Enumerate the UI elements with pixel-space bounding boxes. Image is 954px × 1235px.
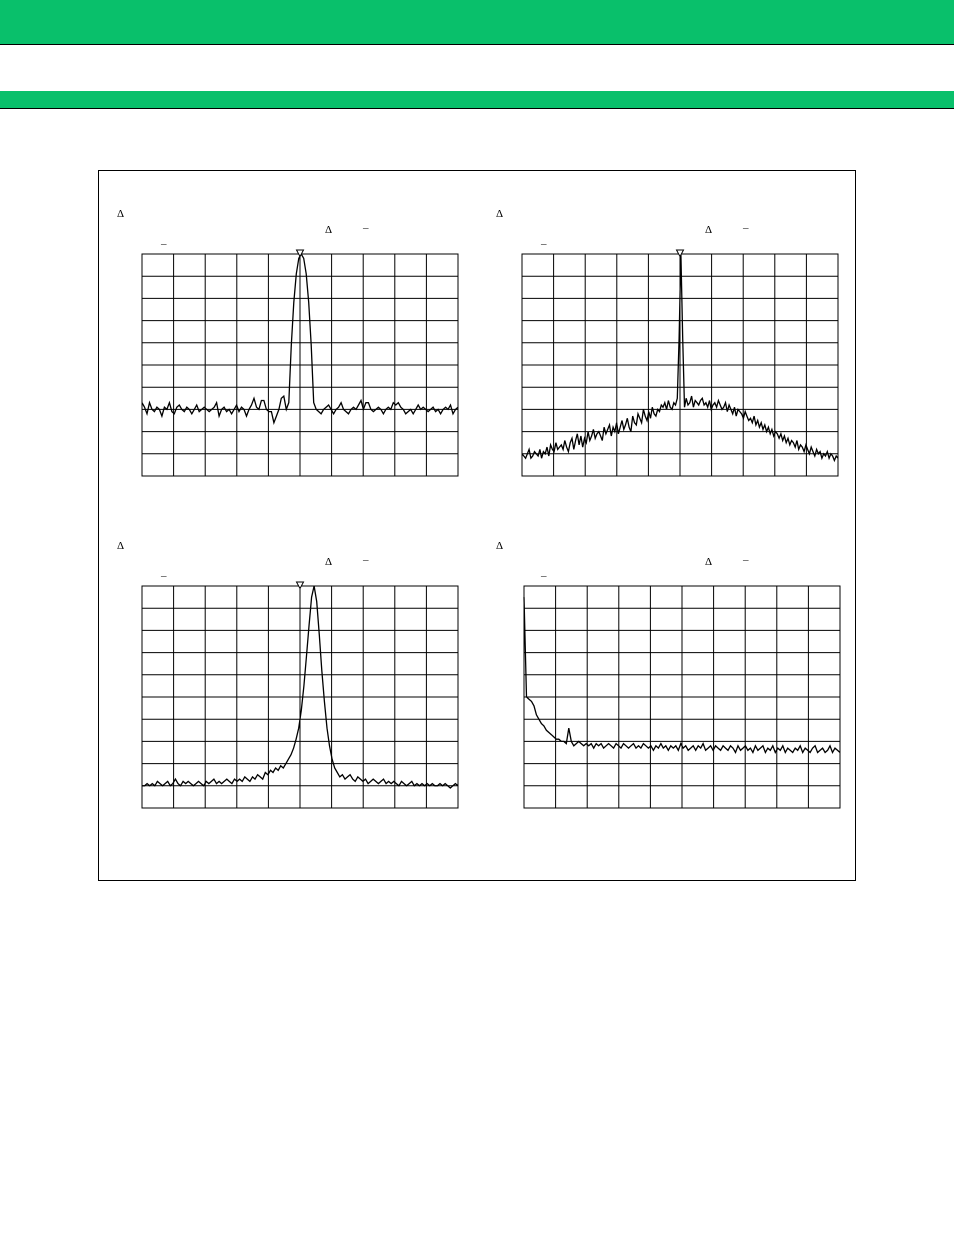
delta-label: Δ bbox=[496, 208, 504, 220]
figure-frame: Δ Δ – – Δ Δ – – Δ Δ – – Δ Δ – – bbox=[98, 170, 856, 881]
delta-marker-label: Δ bbox=[325, 224, 333, 236]
delta-marker-label: Δ bbox=[705, 556, 713, 568]
delta-marker-label: Δ bbox=[705, 224, 713, 236]
marker-triangle-icon bbox=[675, 249, 685, 258]
spectrum-trace bbox=[521, 253, 839, 463]
dash-ref-label: – bbox=[541, 570, 547, 582]
dash-marker-label: – bbox=[363, 222, 369, 234]
marker-triangle-icon bbox=[295, 581, 305, 590]
spectrum-plot-3 bbox=[523, 585, 841, 809]
marker-triangle-icon bbox=[295, 249, 305, 258]
header-color-band bbox=[0, 0, 954, 44]
delta-label: Δ bbox=[496, 540, 504, 552]
dash-marker-label: – bbox=[743, 554, 749, 566]
section-color-band bbox=[0, 91, 954, 108]
delta-marker-label: Δ bbox=[325, 556, 333, 568]
dash-marker-label: – bbox=[363, 554, 369, 566]
section-rule bbox=[0, 108, 954, 109]
dash-ref-label: – bbox=[541, 238, 547, 250]
delta-label: Δ bbox=[117, 208, 125, 220]
spectrum-trace bbox=[523, 597, 841, 755]
delta-label: Δ bbox=[117, 540, 125, 552]
spectrum-plot-2 bbox=[141, 581, 459, 809]
spectrum-plot-1 bbox=[521, 249, 839, 477]
spectrum-trace bbox=[142, 585, 459, 789]
spectrum-plot-0 bbox=[141, 249, 459, 477]
dash-ref-label: – bbox=[161, 238, 167, 250]
dash-marker-label: – bbox=[743, 222, 749, 234]
header-rule bbox=[0, 44, 954, 45]
dash-ref-label: – bbox=[161, 570, 167, 582]
